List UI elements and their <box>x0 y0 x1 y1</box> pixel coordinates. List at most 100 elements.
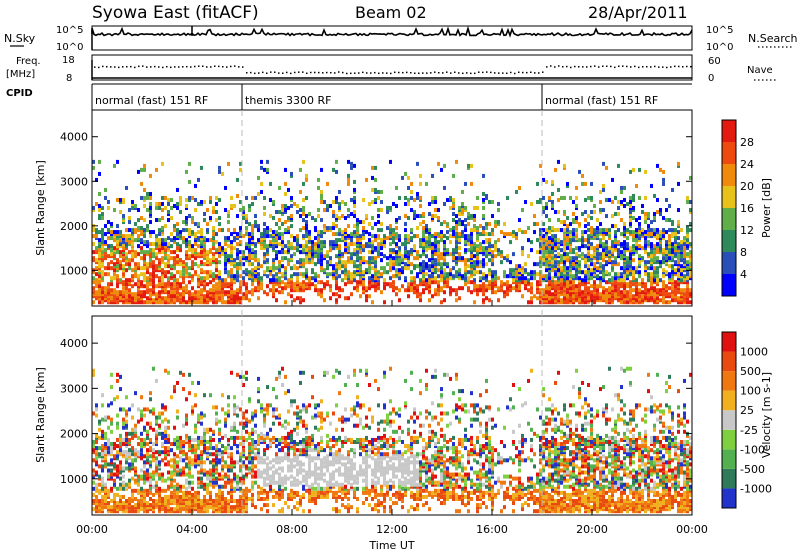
heatmap-cell <box>644 240 647 245</box>
heatmap-cell <box>602 288 605 293</box>
heatmap-cell <box>107 244 110 249</box>
heatmap-cell <box>665 260 668 265</box>
heatmap-cell <box>554 284 557 289</box>
heatmap-cell <box>155 419 158 424</box>
heatmap-cell <box>119 462 122 467</box>
heatmap-cell <box>341 214 344 219</box>
heatmap-cell <box>119 507 122 512</box>
heatmap-cell <box>221 252 224 257</box>
heatmap-cell <box>470 246 473 251</box>
heatmap-cell <box>128 250 131 255</box>
heatmap-cell <box>266 167 269 172</box>
heatmap-cell <box>263 254 266 259</box>
heatmap-cell <box>179 262 182 267</box>
heatmap-cell <box>146 224 149 229</box>
heatmap-cell <box>689 266 692 271</box>
heatmap-cell <box>359 276 362 281</box>
heatmap-cell <box>434 236 437 241</box>
heatmap-cell <box>260 246 263 251</box>
heatmap-cell <box>116 501 119 506</box>
heatmap-cell <box>146 407 149 412</box>
heatmap-cell <box>650 298 653 303</box>
heatmap-cell <box>443 240 446 245</box>
heatmap-cell <box>620 290 623 295</box>
heatmap-cell <box>335 216 338 221</box>
heatmap-cell <box>119 234 122 239</box>
heatmap-cell <box>515 266 518 271</box>
heatmap-cell <box>311 240 314 245</box>
heatmap-cell <box>296 244 299 249</box>
heatmap-cell <box>323 270 326 275</box>
heatmap-cell <box>134 423 137 428</box>
heatmap-cell <box>539 270 542 275</box>
heatmap-cell <box>356 272 359 277</box>
heatmap-cell <box>128 499 131 504</box>
heatmap-cell <box>464 242 467 247</box>
heatmap-cell <box>428 284 431 289</box>
heatmap-cell <box>686 262 689 267</box>
heatmap-cell <box>338 264 341 269</box>
heatmap-cell <box>668 240 671 245</box>
heatmap-cell <box>338 232 341 237</box>
heatmap-cell <box>473 260 476 265</box>
heatmap-cell <box>281 258 284 263</box>
heatmap-cell <box>107 415 110 420</box>
heatmap-cell <box>158 290 161 295</box>
heatmap-cell <box>260 232 263 237</box>
heatmap-cell <box>674 248 677 253</box>
heatmap-cell <box>362 286 365 291</box>
freq-dot <box>398 71 400 74</box>
heatmap-cell <box>608 286 611 291</box>
heatmap-cell <box>545 292 548 297</box>
heatmap-cell <box>170 300 173 305</box>
heatmap-cell <box>317 177 320 182</box>
heatmap-cell <box>98 270 101 275</box>
heatmap-cell <box>230 250 233 255</box>
heatmap-cell <box>380 272 383 277</box>
heatmap-cell <box>311 256 314 261</box>
heatmap-cell <box>296 272 299 277</box>
heatmap-cell <box>161 256 164 261</box>
heatmap-cell <box>161 260 164 265</box>
heatmap-cell <box>680 290 683 295</box>
heatmap-cell <box>212 272 215 277</box>
heatmap-cell <box>272 260 275 265</box>
heatmap-cell <box>389 242 392 247</box>
heatmap-cell <box>614 256 617 261</box>
heatmap-cell <box>380 258 383 263</box>
heatmap-cell <box>113 503 116 508</box>
heatmap-cell <box>374 284 377 289</box>
heatmap-cell <box>101 448 104 453</box>
heatmap-cell <box>278 232 281 237</box>
heatmap-cell <box>371 187 374 192</box>
heatmap-cell <box>128 280 131 285</box>
heatmap-cell <box>98 499 101 504</box>
heatmap-cell <box>332 268 335 273</box>
heatmap-cell <box>554 238 557 243</box>
freq-dot <box>374 71 376 74</box>
heatmap-cell <box>539 230 542 235</box>
heatmap-cell <box>212 292 215 297</box>
heatmap-cell <box>122 216 125 221</box>
heatmap-cell <box>119 505 122 510</box>
heatmap-cell <box>323 298 326 303</box>
heatmap-cell <box>473 266 476 271</box>
heatmap-cell <box>461 230 464 235</box>
heatmap-cell <box>143 163 146 168</box>
heatmap-cell <box>317 274 320 279</box>
heatmap-cell <box>122 425 125 430</box>
heatmap-cell <box>674 242 677 247</box>
heatmap-cell <box>434 292 437 297</box>
heatmap-cell <box>470 280 473 285</box>
heatmap-cell <box>200 248 203 253</box>
heatmap-cell <box>320 294 323 299</box>
heatmap-cell <box>191 292 194 297</box>
heatmap-cell <box>581 254 584 259</box>
heatmap-cell <box>152 427 155 432</box>
heatmap-cell <box>401 268 404 273</box>
heatmap-cell <box>644 246 647 251</box>
heatmap-cell <box>92 444 95 449</box>
heatmap-cell <box>425 248 428 253</box>
heatmap-cell <box>404 278 407 283</box>
heatmap-cell <box>605 250 608 255</box>
